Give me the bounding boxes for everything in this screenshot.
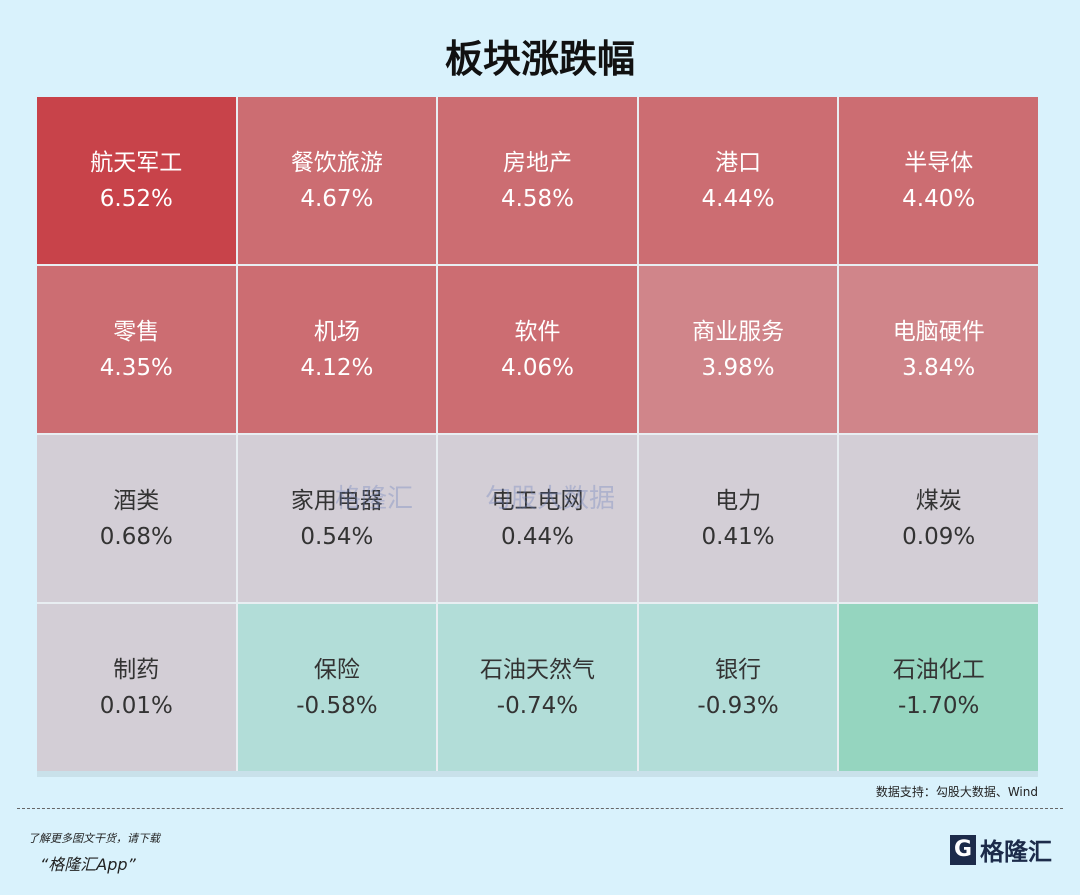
- sector-change: 4.58%: [500, 185, 575, 212]
- sector-name: 石油天然气: [479, 656, 595, 683]
- sector-cell: 煤炭 0.09%: [839, 435, 1038, 602]
- sector-cell: 半导体 4.40%: [839, 97, 1038, 264]
- sector-change: 0.41%: [701, 523, 775, 550]
- sector-change: 4.06%: [500, 354, 575, 381]
- sector-change: 0.68%: [99, 523, 173, 550]
- sector-name: 餐饮旅游: [290, 149, 383, 176]
- sector-change: 4.40%: [902, 185, 976, 212]
- sector-cell: 酒类 0.68%: [37, 435, 236, 602]
- sector-name: 保险: [313, 656, 360, 683]
- sector-name: 房地产: [502, 149, 572, 176]
- divider: [17, 808, 1063, 809]
- sector-name: 电工电网: [491, 487, 584, 514]
- sector-cell: 商业服务 3.98%: [638, 266, 838, 433]
- sector-cell: 餐饮旅游 4.67%: [237, 97, 437, 264]
- sector-cell: 银行 -0.93%: [638, 604, 838, 771]
- sector-change: 3.98%: [701, 354, 775, 381]
- sector-change: -0.93%: [697, 692, 779, 719]
- sector-name: 零售: [113, 318, 160, 345]
- sector-cell: 家用电器 0.54%: [237, 435, 437, 602]
- sector-cell: 软件 4.06%: [438, 266, 637, 433]
- sector-cell: 电脑硬件 3.84%: [839, 266, 1038, 433]
- data-source: 数据支持：勾股大数据、Wind: [875, 785, 1038, 799]
- sector-name: 家用电器: [290, 487, 383, 514]
- sector-name: 制药: [113, 656, 160, 683]
- sector-name: 航天军工: [90, 149, 183, 176]
- sector-name: 半导体: [904, 149, 974, 176]
- sector-name: 酒类: [113, 487, 160, 514]
- sector-change: 4.67%: [300, 185, 374, 212]
- sector-name: 电力: [715, 487, 762, 514]
- sector-cell: 电工电网 0.44%: [438, 435, 637, 602]
- sector-change: -0.58%: [296, 692, 378, 719]
- sector-cell: 航天军工 6.52%: [37, 97, 236, 264]
- sector-change: 0.54%: [300, 523, 374, 550]
- sector-change: 4.35%: [99, 354, 173, 381]
- sector-cell: 机场 4.12%: [237, 266, 437, 433]
- logo-mark-icon: G: [950, 834, 976, 865]
- sector-cell: 制药 0.01%: [37, 604, 236, 771]
- sector-name: 银行: [715, 656, 762, 683]
- promo-app-name: “格隆汇App”: [40, 855, 136, 874]
- sector-change: -0.74%: [496, 692, 579, 719]
- sector-name: 电脑硬件: [892, 318, 985, 345]
- sector-cell: 石油天然气 -0.74%: [438, 604, 637, 771]
- sector-name: 软件: [514, 318, 561, 345]
- sector-cell: 石油化工 -1.70%: [839, 604, 1038, 771]
- sector-cell: 零售 4.35%: [37, 266, 236, 433]
- sector-change: 4.44%: [701, 185, 775, 212]
- sector-name: 煤炭: [915, 487, 962, 514]
- sector-name: 石油化工: [892, 656, 985, 683]
- gelonghui-logo: G 格隆汇: [950, 832, 1052, 867]
- sector-change: 4.12%: [300, 354, 374, 381]
- sector-name: 港口: [715, 149, 762, 176]
- sector-cell: 保险 -0.58%: [237, 604, 437, 771]
- page-title: 板块涨跌幅: [444, 37, 635, 81]
- sector-change: 6.52%: [99, 185, 173, 212]
- sector-cell: 电力 0.41%: [638, 435, 838, 602]
- sector-change: 3.84%: [902, 354, 976, 381]
- sector-heatmap: 航天军工 6.52% 餐饮旅游 4.67% 房地产 4.58% 港口 4.44% 半导体 4.40…: [37, 97, 1038, 777]
- sector-change: 0.44%: [500, 523, 575, 550]
- sector-name: 商业服务: [692, 318, 785, 345]
- sector-name: 机场: [313, 318, 360, 345]
- logo-text: 格隆汇: [980, 838, 1052, 866]
- sector-change: -1.70%: [898, 692, 980, 719]
- promo-text: 了解更多图文干货，请下载: [28, 832, 160, 845]
- sector-change: 0.01%: [99, 692, 173, 719]
- sector-cell: 房地产 4.58%: [438, 97, 637, 264]
- sector-cell: 港口 4.44%: [638, 97, 838, 264]
- sector-change: 0.09%: [902, 523, 976, 550]
